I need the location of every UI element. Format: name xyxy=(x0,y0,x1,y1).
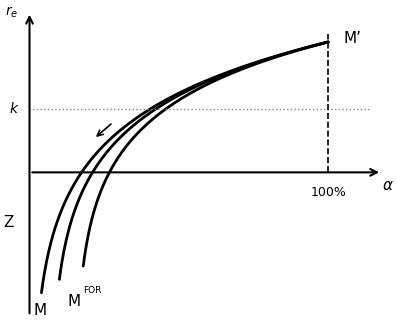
Text: M: M xyxy=(33,303,46,318)
Text: M’: M’ xyxy=(343,31,361,46)
Text: FOR: FOR xyxy=(83,286,101,295)
Text: $r_e$: $r_e$ xyxy=(5,4,18,19)
Text: M: M xyxy=(68,295,81,309)
Text: 100%: 100% xyxy=(310,186,346,199)
Text: k: k xyxy=(9,102,17,116)
Text: α: α xyxy=(383,178,393,193)
Text: Z: Z xyxy=(4,215,14,230)
